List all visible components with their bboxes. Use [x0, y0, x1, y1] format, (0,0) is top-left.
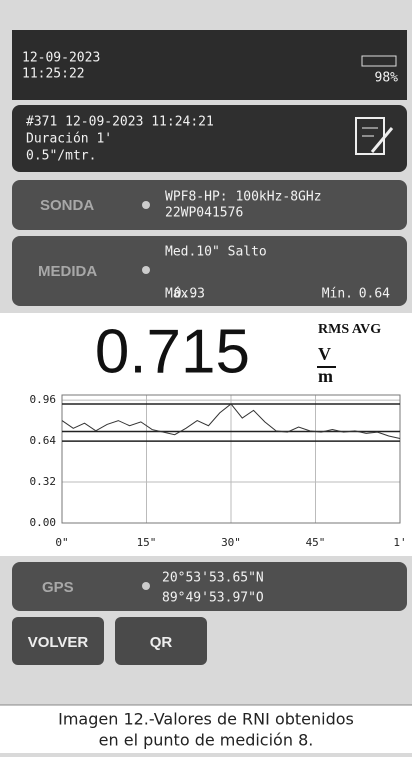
- probe-panel: [12, 180, 407, 230]
- x-tick-label: 1': [393, 536, 406, 549]
- min-label: Mín.: [322, 287, 353, 302]
- series-line: [61, 403, 401, 440]
- gps-panel: [12, 562, 407, 611]
- date: 12-09-2023: [22, 51, 100, 66]
- measure-mode: Med.10" Salto: [165, 245, 267, 260]
- caption-line: Imagen 12.-Valores de RNI obtenidos: [58, 710, 354, 729]
- button-back[interactable]: [12, 617, 104, 665]
- x-tick-label: 30": [221, 536, 241, 549]
- plot-frame: [61, 394, 401, 524]
- bullet: [142, 266, 150, 274]
- time: 11:25:22: [22, 67, 85, 82]
- reading-value: 0.715: [95, 317, 250, 386]
- gps-label: GPS: [42, 579, 74, 596]
- record-spacing: 0.5"/mtr.: [26, 149, 96, 164]
- y-tick-label: 0.32: [30, 475, 57, 488]
- min-value: 0.64: [359, 287, 390, 302]
- button-qr-label[interactable]: QR: [150, 634, 173, 651]
- x-tick-label: 15": [137, 536, 157, 549]
- button-qr[interactable]: [115, 617, 207, 665]
- measure-label: MEDIDA: [38, 263, 97, 280]
- button-back-label[interactable]: VOLVER: [28, 634, 89, 651]
- plot: 0.00 0.32 0.64 0.96 0" 15" 30" 45" 1': [30, 393, 407, 549]
- probe-label: SONDA: [40, 197, 94, 214]
- unit-denominator: m: [318, 366, 333, 386]
- unit-numerator: V: [318, 344, 331, 364]
- y-tick-label: 0.96: [30, 393, 57, 406]
- max-label: Máx.: [165, 287, 196, 302]
- bullet: [142, 201, 150, 209]
- probe-model: WPF8-HP: 100kHz-8GHz: [165, 190, 322, 205]
- record-duration: Duración 1': [26, 132, 112, 147]
- x-tick-label: 45": [306, 536, 326, 549]
- reading-area: [0, 313, 412, 556]
- y-tick-label: 0.00: [30, 516, 57, 529]
- caption-line: en el punto de medición 8.: [99, 731, 314, 750]
- battery-icon: [361, 55, 397, 67]
- edit-icon[interactable]: [355, 117, 394, 155]
- gps-lat: 20°53'53.65"N: [162, 571, 264, 586]
- record-header: #371 12-09-2023 11:24:21: [26, 115, 214, 130]
- max-value: 0.93: [174, 287, 205, 302]
- measure-panel: [12, 236, 407, 306]
- probe-serial: 22WP041576: [165, 206, 243, 221]
- caption-box: [0, 705, 412, 753]
- bullet: [142, 582, 150, 590]
- y-tick-label: 0.64: [30, 434, 57, 447]
- reading-type: RMS AVG: [318, 322, 381, 337]
- battery: 98%: [375, 71, 399, 86]
- gps-lon: 89°49'53.97"O: [162, 591, 264, 606]
- x-tick-label: 0": [55, 536, 68, 549]
- record-panel: [12, 105, 407, 172]
- status-bar: [12, 30, 407, 100]
